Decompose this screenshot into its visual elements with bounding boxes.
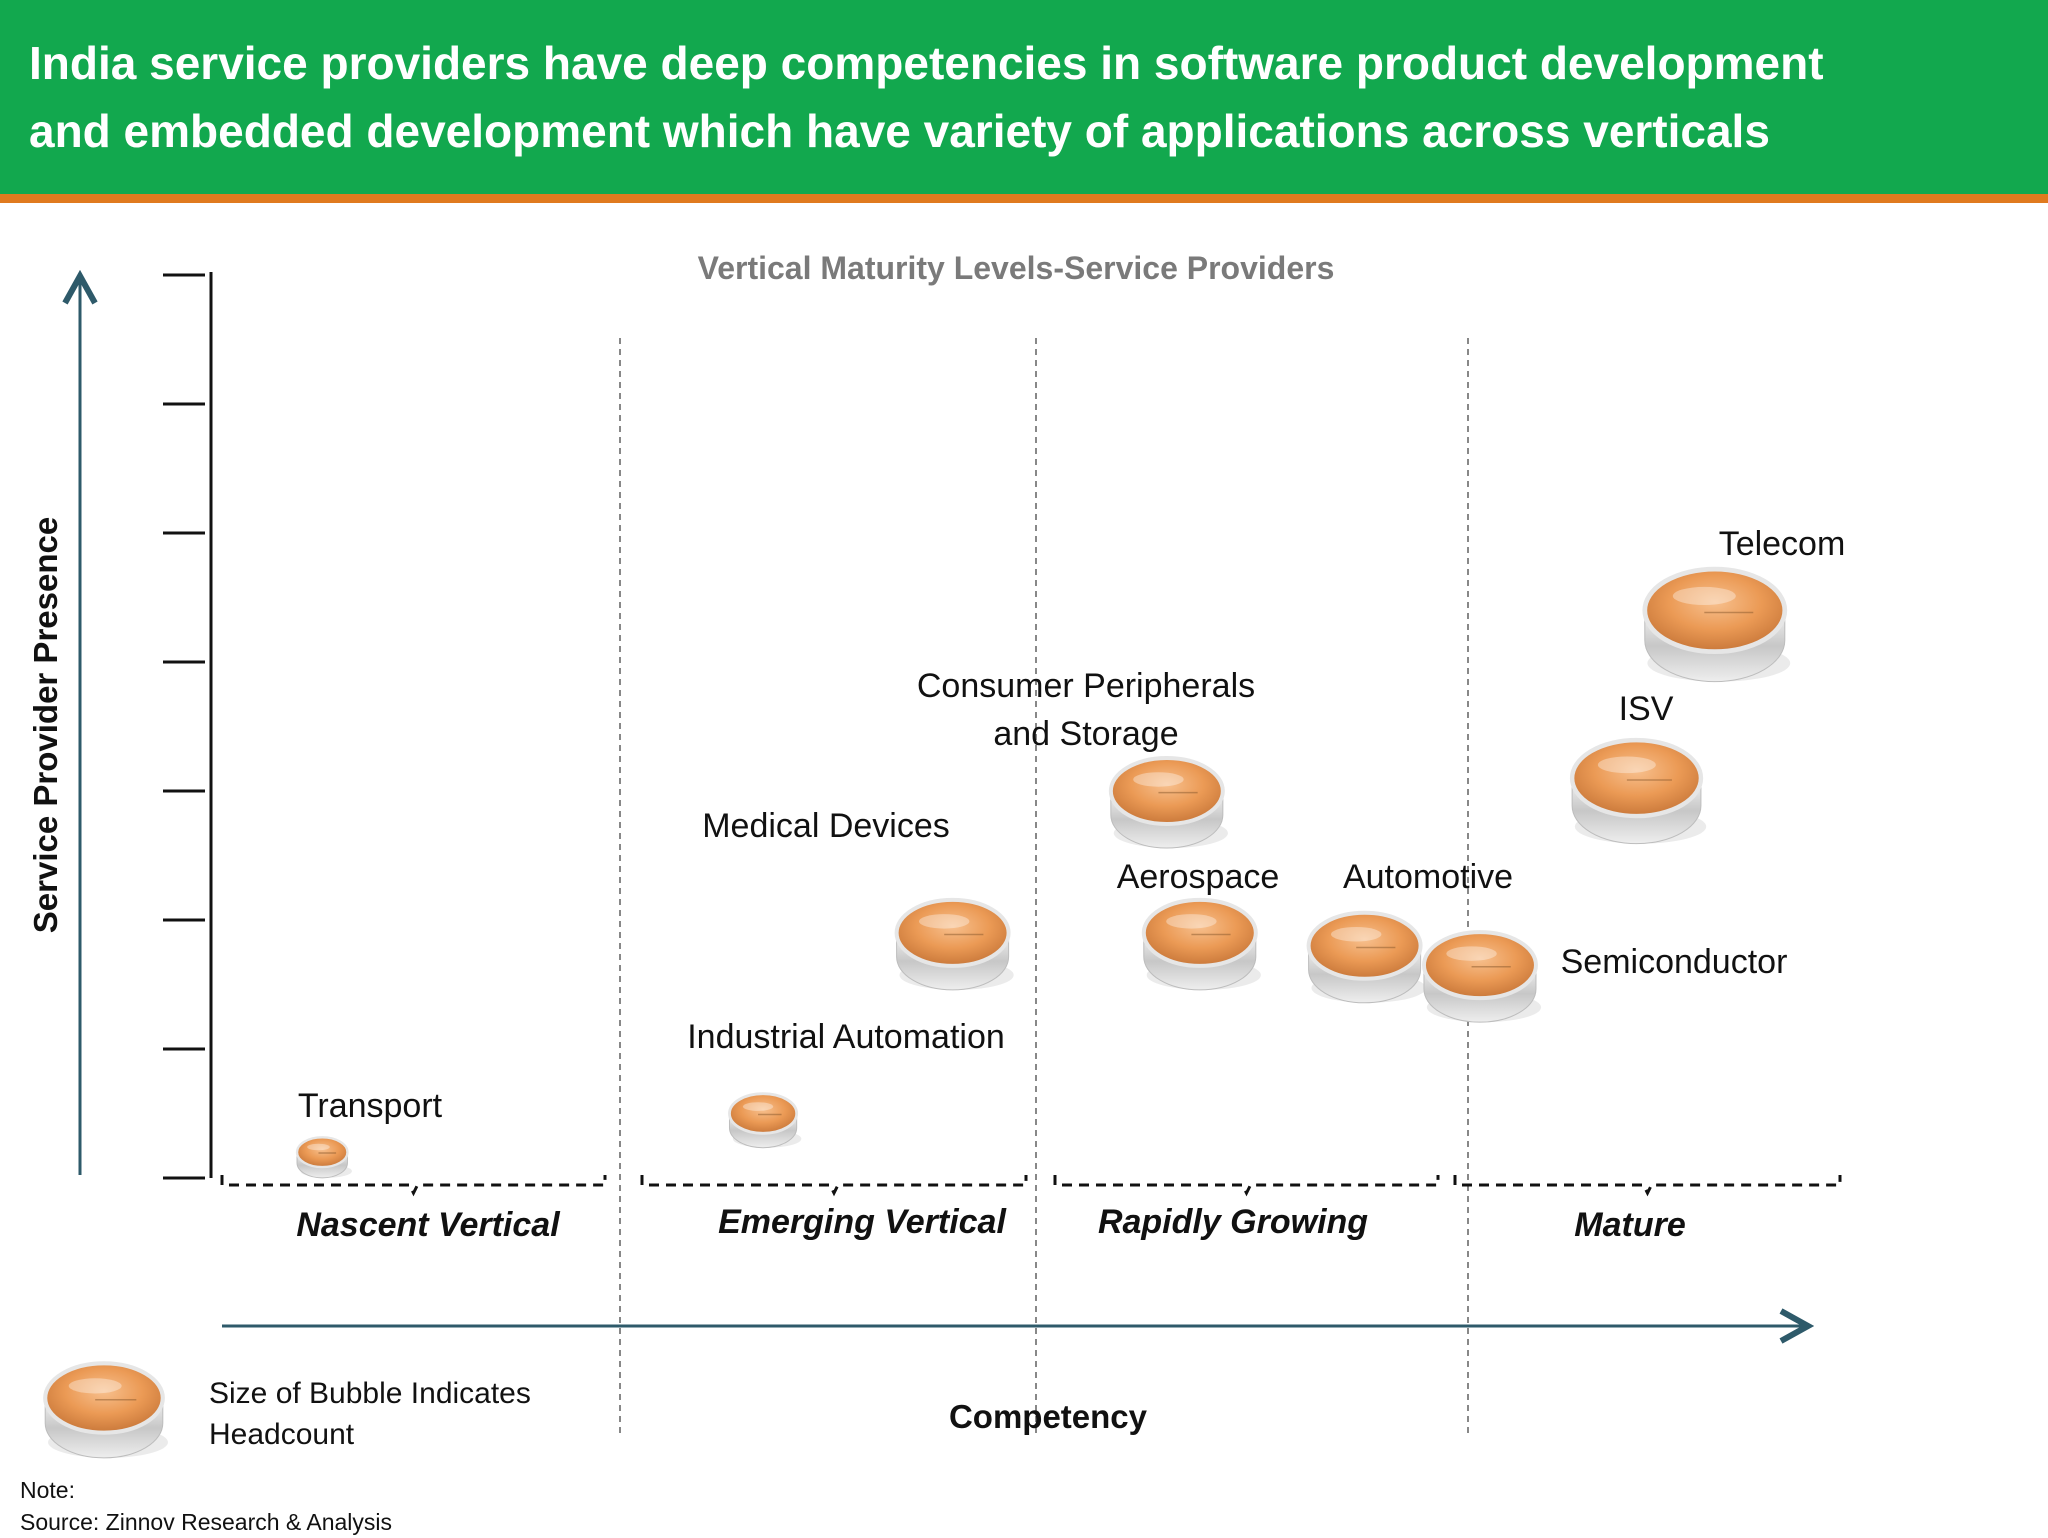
segment-brace bbox=[640, 1175, 1028, 1197]
x-axis-label: Competency bbox=[949, 1398, 1148, 1435]
segment-brace bbox=[1053, 1175, 1440, 1197]
y-axis-label: Service Provider Presence bbox=[27, 517, 64, 933]
bubble-medical-devices bbox=[894, 897, 1014, 991]
bubble-semiconductor bbox=[1421, 930, 1542, 1023]
bubble-label: Automotive bbox=[1343, 858, 1513, 896]
slide-title-line-1: India service providers have deep compet… bbox=[29, 37, 1824, 89]
bubble-label: Aerospace bbox=[1117, 858, 1280, 896]
legend-text-line-2: Headcount bbox=[209, 1418, 355, 1451]
header-banner: India service providers have deep compet… bbox=[0, 0, 2048, 203]
bubble-aerospace bbox=[1141, 897, 1261, 991]
segment-brace bbox=[220, 1175, 607, 1197]
bubble-automotive bbox=[1306, 910, 1426, 1004]
bubble-label: ISV bbox=[1619, 690, 1674, 728]
source-text: Source: Zinnov Research & Analysis bbox=[20, 1509, 393, 1535]
bubble-telecom bbox=[1642, 566, 1791, 683]
segment-labels: Nascent Vertical Emerging Vertical Rapidly… bbox=[296, 1203, 1685, 1244]
bubble-label: Consumer Peripherals and Storage bbox=[917, 667, 1255, 753]
bubble-industrial-automation bbox=[728, 1092, 802, 1149]
bubble-label: Industrial Automation bbox=[687, 1018, 1005, 1056]
segment-label: Rapidly Growing bbox=[1098, 1203, 1368, 1241]
legend-bubble-icon bbox=[43, 1361, 168, 1459]
legend-text-line-1: Size of Bubble Indicates bbox=[209, 1377, 531, 1410]
bubble-consumer-peripherals-and-storage bbox=[1108, 756, 1228, 849]
segment-braces bbox=[220, 1175, 1842, 1197]
bubble-transport bbox=[295, 1136, 352, 1179]
slide-title-line-2: and embedded development which have vari… bbox=[29, 105, 1770, 157]
segment-label: Emerging Vertical bbox=[718, 1203, 1007, 1241]
segment-brace bbox=[1453, 1175, 1842, 1197]
chart-title: Vertical Maturity Levels-Service Provide… bbox=[698, 250, 1335, 286]
footer-note: Note: Source: Zinnov Research & Analysis bbox=[20, 1474, 392, 1538]
bubble-labels: Transport Industrial Automation Medical De… bbox=[298, 525, 1845, 1125]
note-label: Note: bbox=[20, 1477, 75, 1503]
bubble-series bbox=[295, 566, 1791, 1179]
bubble-label: Telecom bbox=[1719, 525, 1846, 563]
segment-label: Nascent Vertical bbox=[296, 1206, 561, 1244]
y-axis-ticks bbox=[163, 273, 205, 1180]
bubble-label: Transport bbox=[298, 1087, 443, 1125]
legend-bubble bbox=[43, 1361, 168, 1459]
segment-dividers bbox=[619, 338, 1469, 1436]
segment-label: Mature bbox=[1574, 1206, 1685, 1244]
legend: Size of Bubble Indicates Headcount bbox=[209, 1373, 531, 1455]
bubble-label: Semiconductor bbox=[1561, 943, 1788, 981]
bubble-isv bbox=[1569, 737, 1707, 845]
bubble-label: Medical Devices bbox=[702, 807, 950, 845]
